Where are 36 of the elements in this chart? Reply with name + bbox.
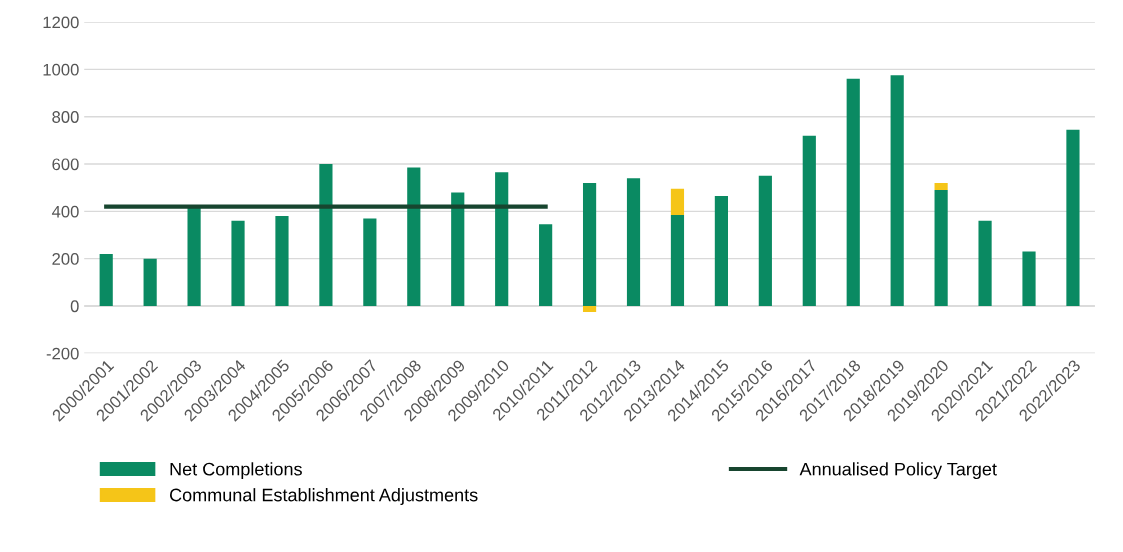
bar: [231, 220, 245, 306]
bar: [934, 190, 948, 306]
y-tick-label: 200: [52, 253, 79, 265]
bar: [495, 172, 509, 306]
legend-label: Communal Establishment Adjustments: [170, 488, 478, 505]
y-tick-label: 1000: [43, 63, 79, 76]
bar: [846, 78, 860, 306]
y-tick-label: -200: [46, 347, 79, 360]
bar: [1066, 129, 1080, 306]
bar: [319, 164, 333, 306]
bar: [890, 75, 904, 306]
bar: [143, 258, 157, 306]
bar: [626, 178, 641, 306]
bar: [934, 182, 948, 191]
bar: [670, 188, 685, 215]
legend-label: Net Completions: [170, 462, 302, 480]
bar: [99, 253, 113, 306]
y-tick-label: 1200: [43, 16, 79, 29]
y-tick-label: 0: [70, 300, 79, 313]
bar: [407, 167, 421, 306]
bar: [363, 218, 377, 306]
y-tick-label: 800: [52, 111, 79, 123]
bar: [582, 182, 597, 306]
bar: [714, 195, 728, 306]
y-tick-label: 600: [52, 158, 79, 171]
bar: [582, 305, 597, 312]
bar: [451, 192, 465, 306]
bar: [670, 214, 685, 306]
bar: [978, 220, 992, 306]
bar: [1022, 251, 1036, 306]
y-tick-label: 400: [51, 205, 79, 218]
bar: [539, 224, 553, 306]
bar: [758, 175, 772, 306]
bar: [802, 135, 816, 306]
legend-label: Annualised Policy Target: [799, 462, 997, 480]
bar: [275, 216, 289, 306]
